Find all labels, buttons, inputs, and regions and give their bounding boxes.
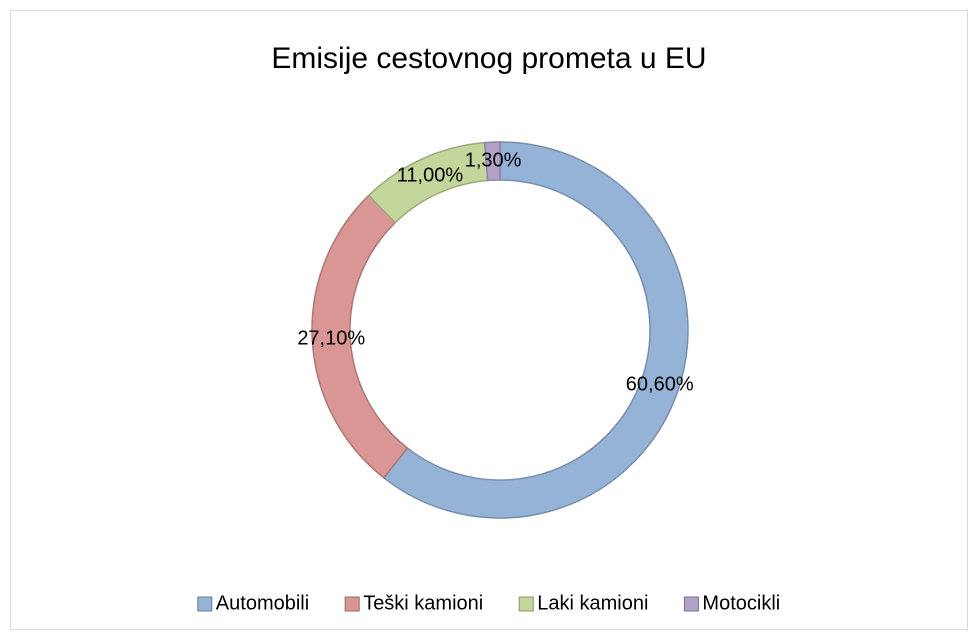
legend: Automobili Teški kamioni Laki kamioni Motoc… <box>197 592 780 614</box>
data-label: 60,60% <box>626 374 694 396</box>
chart-frame <box>10 10 968 630</box>
legend-label: Automobili <box>216 592 309 614</box>
chart-title: Emisije cestovnog prometa u EU <box>271 42 706 75</box>
donut-segment <box>382 141 689 519</box>
legend-label: Teški kamioni <box>363 592 483 614</box>
legend-swatch <box>518 596 534 612</box>
legend-swatch <box>197 596 213 612</box>
legend-label: Laki kamioni <box>537 592 648 614</box>
data-label: 11,00% <box>397 164 464 186</box>
data-label: 27,10% <box>297 327 365 349</box>
data-label: 1,30% <box>465 149 522 171</box>
legend-swatch <box>344 596 360 612</box>
legend-label: Motocikli <box>702 592 780 614</box>
donut-segment <box>483 141 501 182</box>
legend-swatch <box>683 596 699 612</box>
